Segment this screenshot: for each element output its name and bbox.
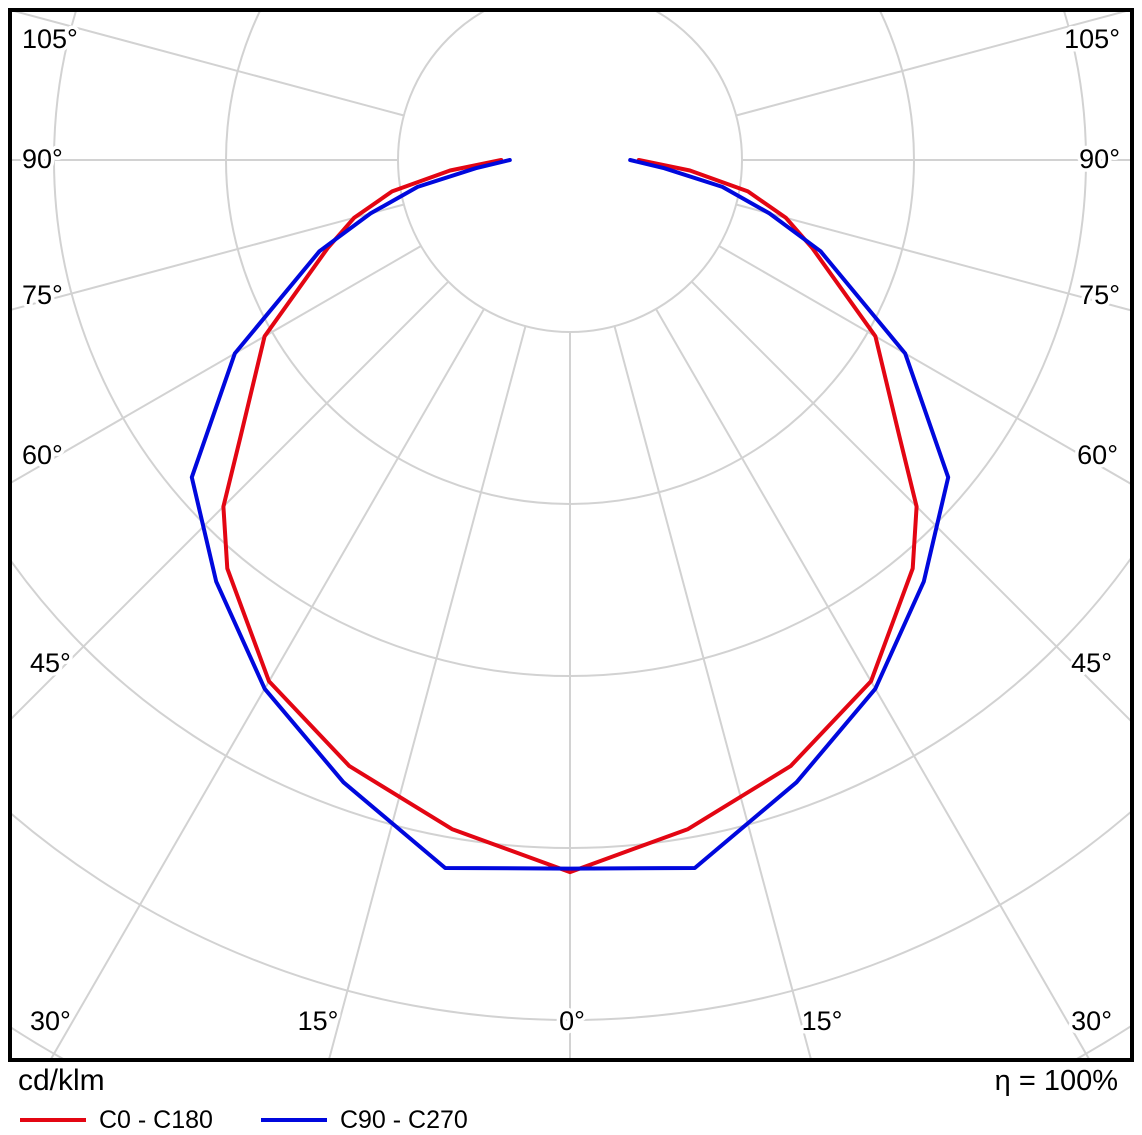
polar-grid-radial — [12, 280, 450, 720]
angle-tick-label: 45° — [1071, 648, 1112, 678]
plot-border — [8, 8, 1134, 1062]
series-c0-c180-swatch — [20, 1118, 86, 1122]
angle-tick-label: 105° — [1064, 24, 1120, 54]
series-curve-1 — [189, 158, 951, 871]
polar-grid-radial — [12, 203, 405, 311]
angle-tick-label: 30° — [1071, 1006, 1112, 1036]
angle-tick-label: 15° — [802, 1006, 843, 1036]
polar-grid-radial — [735, 203, 1130, 312]
legend-series-row: C0 - C180 C90 - C270 — [0, 1097, 1142, 1135]
legend-header-row: cd/klm η = 100% — [0, 1062, 1142, 1097]
angle-tick-label: 90° — [22, 144, 63, 174]
radial-units-label: cd/klm — [18, 1064, 105, 1097]
series-c90-c270-label: C90 - C270 — [339, 1105, 468, 1134]
series-c0-c180-label: C0 - C180 — [99, 1105, 213, 1134]
polar-grid-radial — [50, 308, 485, 1058]
angle-tick-label: 60° — [22, 440, 63, 470]
angle-tick-label: 0° — [559, 1006, 585, 1036]
angle-tick-label: 30° — [30, 1006, 71, 1036]
legend: cd/klm η = 100% C0 - C180 C90 - C270 — [0, 1062, 1142, 1135]
angle-tick-label: 60° — [1077, 440, 1118, 470]
angle-tick-label: 75° — [22, 280, 63, 310]
polar-grid-radial — [718, 245, 1130, 485]
angle-tick-label: 45° — [30, 648, 71, 678]
angle-tick-label: 90° — [1079, 144, 1120, 174]
polar-grid-ring — [397, 12, 743, 333]
angle-tick-label: 15° — [298, 1006, 339, 1036]
series-curve-0 — [221, 158, 919, 875]
efficiency-label: η = 100% — [994, 1065, 1118, 1097]
angle-tick-label: 75° — [1079, 280, 1120, 310]
polar-grid-radial — [735, 12, 1127, 117]
angle-tick-label: 105° — [22, 24, 78, 54]
polar-grid-radial — [13, 12, 405, 117]
polar-grid-radial — [690, 280, 1130, 722]
polar-grid-radial — [12, 245, 422, 484]
series-c90-c270-swatch — [260, 1118, 327, 1122]
polar-grid-radial — [655, 308, 1090, 1058]
